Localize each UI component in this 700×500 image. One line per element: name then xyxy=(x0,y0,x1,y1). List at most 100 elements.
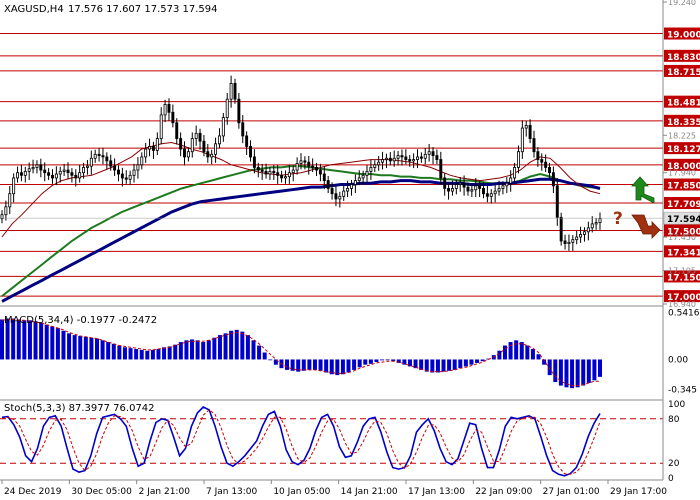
scale-tick-label: 18.225 xyxy=(668,131,696,140)
stoch-main-line xyxy=(1,406,601,477)
candle-body xyxy=(419,156,423,159)
candle-body xyxy=(167,104,171,113)
level-label: 17.500 xyxy=(667,227,700,237)
candle-body xyxy=(85,165,89,168)
level-label-bg xyxy=(664,158,700,171)
candle-body xyxy=(586,227,590,233)
macd-bar xyxy=(475,359,480,363)
macd-bar xyxy=(178,342,183,360)
macd-bar xyxy=(463,359,468,367)
candle-body xyxy=(249,146,252,158)
candle-body xyxy=(54,173,58,179)
level-label: 19.000 xyxy=(667,31,700,41)
macd-bar xyxy=(553,359,558,383)
candle-body xyxy=(210,153,214,158)
level-label: 18.481 xyxy=(667,99,700,109)
price-pane[interactable]: 19.000 18.830 18.715 18.481 18.335 18.127 18.0… xyxy=(0,0,700,309)
candle-body xyxy=(43,169,47,174)
macd-bar xyxy=(542,359,547,365)
candle-body xyxy=(318,169,322,175)
macd-bar xyxy=(598,359,602,377)
candle-body xyxy=(287,172,291,178)
level-label-bg xyxy=(664,95,700,108)
macd-pane[interactable]: 0.5416 0.00 -0.345 MACD(5,34,4) -0.1977 -0… xyxy=(0,305,700,395)
stoch-pane[interactable]: 100 80 20 0 Stoch(5,3,3) 87.3977 76.0742 xyxy=(0,399,685,484)
candle-body xyxy=(241,122,245,137)
candle-body xyxy=(136,164,140,171)
macd-bar xyxy=(458,359,463,369)
candle-body xyxy=(8,193,12,208)
candle-body xyxy=(513,167,517,179)
candle-body xyxy=(113,165,117,171)
macd-bar xyxy=(385,359,390,361)
candle-body xyxy=(466,186,470,192)
macd-bar xyxy=(223,333,228,360)
macd-bar xyxy=(67,333,72,360)
macd-bar xyxy=(374,359,379,363)
candle-body xyxy=(598,218,602,223)
macd-title: MACD(5,34,4) -0.1977 -0.2472 xyxy=(4,315,157,326)
candle-body xyxy=(435,155,439,160)
macd-bar xyxy=(441,359,446,372)
candle-body xyxy=(544,161,548,168)
candle-body xyxy=(307,161,311,167)
macd-bar xyxy=(33,321,38,360)
macd-bar xyxy=(564,359,569,388)
macd-bar xyxy=(245,335,250,360)
level-label-bg xyxy=(664,142,700,155)
stoch-tick-label: 100 xyxy=(668,400,685,410)
scale-tick-label: 16.940 xyxy=(668,300,696,309)
candle-body xyxy=(447,188,451,192)
macd-bar xyxy=(0,319,4,360)
candle-body xyxy=(299,160,303,164)
macd-bar xyxy=(111,343,116,360)
level-label-bg xyxy=(664,178,700,191)
chart-symbol: XAGUSD,H4 xyxy=(4,4,64,15)
candle-body xyxy=(0,214,4,220)
candle-body xyxy=(357,177,361,181)
candle-body xyxy=(520,127,524,153)
macd-bar xyxy=(413,359,418,369)
candle-body xyxy=(489,193,493,197)
level-label-bg xyxy=(664,290,700,303)
candle-body xyxy=(120,173,124,179)
candle-body xyxy=(427,151,431,155)
moving-average-line xyxy=(1,141,601,238)
candle-body xyxy=(400,155,404,158)
candle-body xyxy=(540,159,544,163)
level-label: 18.335 xyxy=(667,118,700,128)
macd-bar xyxy=(514,340,519,360)
candle-body xyxy=(594,222,598,225)
candle-body xyxy=(326,180,330,189)
macd-bar xyxy=(106,342,111,360)
candle-body xyxy=(431,151,435,157)
macd-bar xyxy=(301,359,306,371)
macd-bar xyxy=(307,359,312,370)
macd-bar xyxy=(122,347,127,360)
candle-body xyxy=(303,160,307,163)
candle-body xyxy=(12,177,16,195)
stoch-tick-label: 80 xyxy=(668,415,680,425)
candle-body xyxy=(505,182,509,187)
candle-body xyxy=(171,111,175,124)
macd-bar xyxy=(167,346,172,360)
candle-body xyxy=(175,122,179,139)
candle-body xyxy=(4,206,8,216)
macd-bar xyxy=(357,359,362,368)
macd-bar xyxy=(547,359,552,376)
macd-bar xyxy=(16,319,21,360)
level-label: 18.715 xyxy=(667,68,700,78)
candle-body xyxy=(396,155,400,159)
candle-body xyxy=(82,167,86,174)
time-label: 17 Jan 13:00 xyxy=(408,487,465,497)
candle-body xyxy=(579,234,583,238)
macd-bar xyxy=(95,338,100,360)
scale-tick-label: 17.940 xyxy=(668,169,696,178)
macd-bar xyxy=(296,359,301,372)
macd-bar xyxy=(402,359,407,365)
candle-body xyxy=(474,185,478,191)
macd-bar xyxy=(251,340,256,360)
level-label-bg xyxy=(664,197,700,210)
macd-bar xyxy=(134,349,139,360)
macd-bar xyxy=(89,337,94,360)
